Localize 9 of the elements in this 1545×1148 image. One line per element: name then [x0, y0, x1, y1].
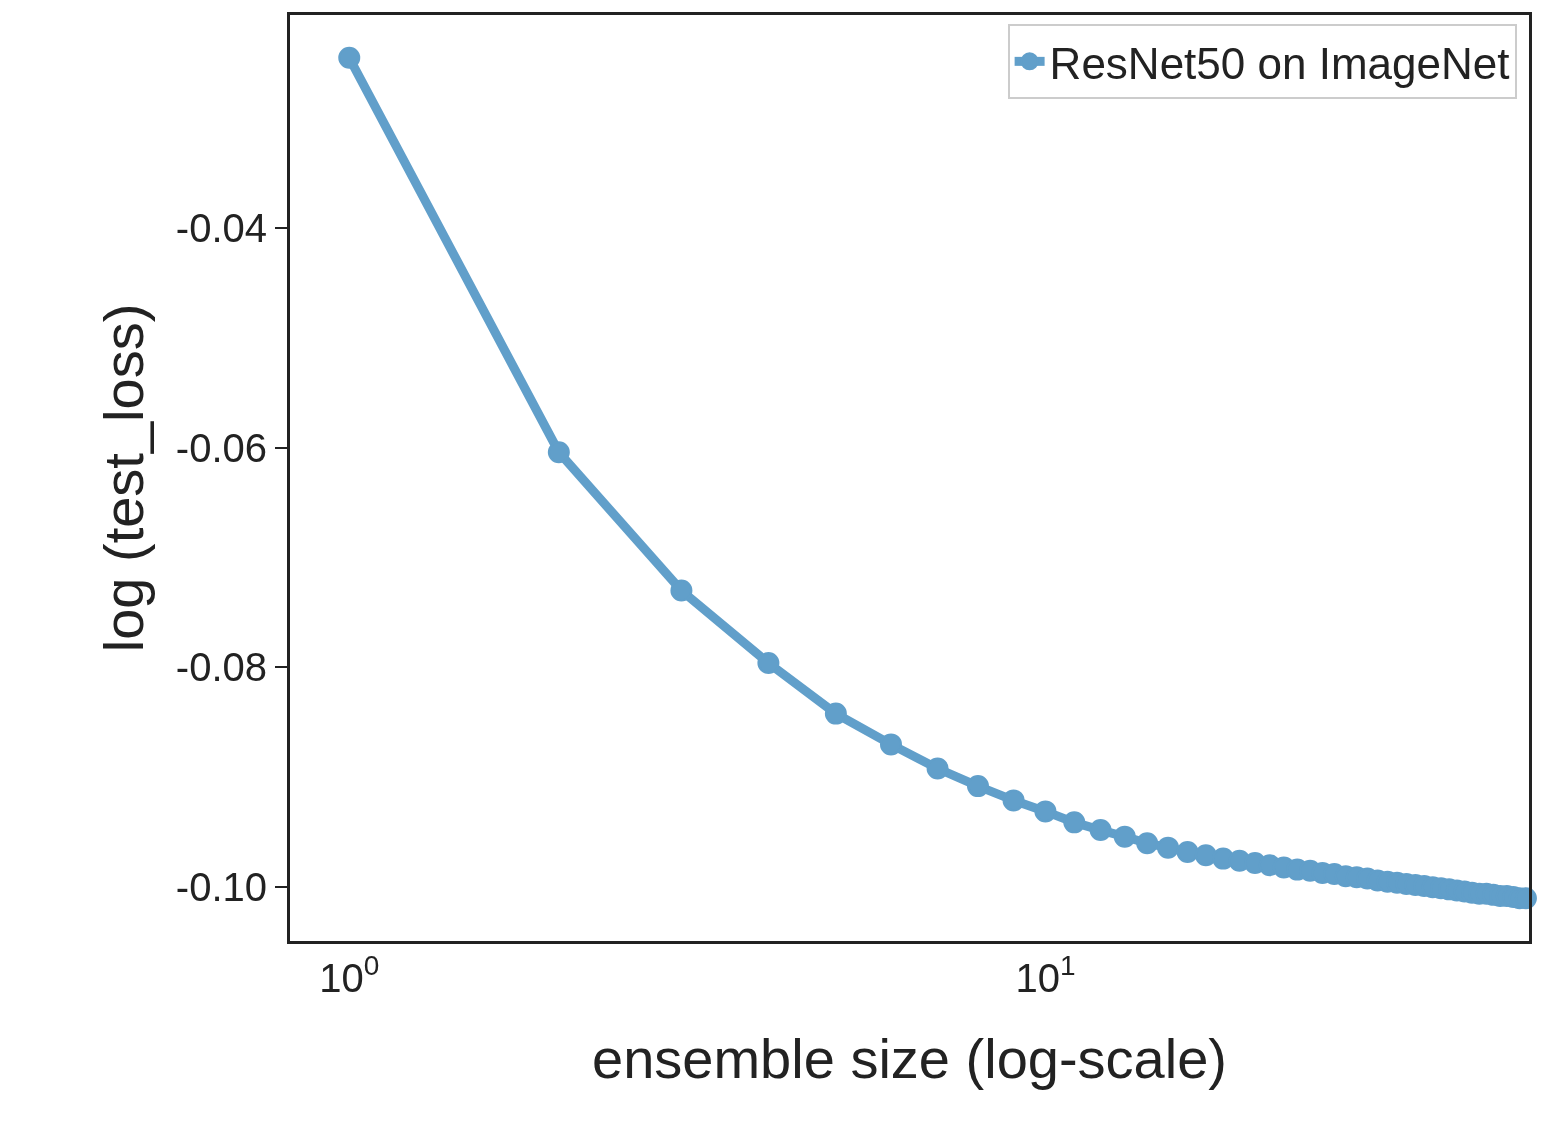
x-tick-label: 10$^{0}$ — [319, 950, 380, 1000]
y-axis-title: log (test_loss) — [91, 303, 155, 653]
x-tick-label: 10$^{1}$ — [1015, 950, 1076, 1000]
x-axis-title: ensemble size (log-scale) — [592, 1026, 1227, 1090]
y-tick-label: -0.06 — [175, 425, 267, 470]
y-tick-label: -0.04 — [175, 206, 267, 251]
legend-label: ResNet50 on ImageNet — [1049, 38, 1510, 88]
y-tick-label: -0.10 — [175, 865, 267, 910]
y-tick-label: -0.08 — [175, 645, 267, 690]
